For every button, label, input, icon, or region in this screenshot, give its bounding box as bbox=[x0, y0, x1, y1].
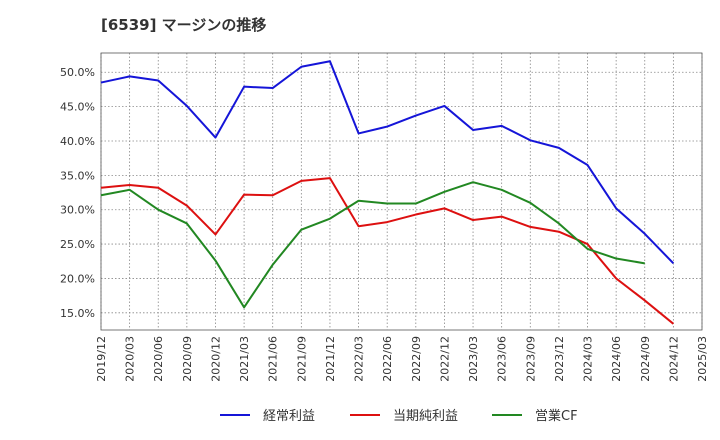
x-tick-label: 2024/03 bbox=[582, 336, 595, 382]
x-tick-label: 2025/03 bbox=[696, 336, 709, 382]
x-tick-label: 2020/09 bbox=[181, 336, 194, 382]
x-axis: 2019/12 2020/03 2020/06 2020/09 2020/12 2021/… bbox=[95, 336, 709, 382]
y-tick-label: 20.0% bbox=[60, 272, 95, 285]
legend-label: 経常利益 bbox=[263, 409, 315, 424]
series-lines bbox=[100, 60, 675, 325]
x-tick-label: 2021/12 bbox=[324, 336, 337, 382]
series-line bbox=[100, 60, 675, 265]
x-tick-label: 2021/03 bbox=[238, 336, 251, 382]
x-tick-label: 2021/09 bbox=[295, 336, 308, 382]
x-tick-label: 2023/06 bbox=[496, 336, 509, 382]
chart-title: [6539] マージンの推移 bbox=[101, 16, 267, 34]
y-tick-label: 30.0% bbox=[60, 204, 95, 217]
x-tick-label: 2023/12 bbox=[553, 336, 566, 382]
y-tick-label: 45.0% bbox=[60, 101, 95, 114]
x-tick-label: 2024/12 bbox=[667, 336, 680, 382]
legend-label: 営業CF bbox=[535, 408, 578, 424]
plot-frame bbox=[100, 52, 703, 331]
y-tick-label: 25.0% bbox=[60, 238, 95, 251]
y-axis: 15.0% 20.0% 25.0% 30.0% 35.0% 40.0% 45.0% 50.0% bbox=[60, 66, 95, 320]
x-tick-label: 2019/12 bbox=[95, 336, 108, 382]
y-tick-label: 50.0% bbox=[60, 66, 95, 79]
x-tick-label: 2023/03 bbox=[467, 336, 480, 382]
x-tick-label: 2022/06 bbox=[381, 336, 394, 382]
x-tick-label: 2023/09 bbox=[524, 336, 537, 382]
x-tick-label: 2022/12 bbox=[438, 336, 451, 382]
x-tick-label: 2024/06 bbox=[610, 336, 623, 382]
x-tick-label: 2022/03 bbox=[353, 336, 366, 382]
y-tick-label: 15.0% bbox=[60, 307, 95, 320]
x-tick-label: 2020/06 bbox=[152, 336, 165, 382]
legend: 経常利益 当期純利益 営業CF bbox=[220, 408, 578, 424]
x-tick-label: 2020/03 bbox=[124, 336, 137, 382]
x-tick-label: 2024/09 bbox=[639, 336, 652, 382]
x-tick-label: 2020/12 bbox=[209, 336, 222, 382]
grid-lines bbox=[100, 52, 703, 331]
y-tick-label: 40.0% bbox=[60, 135, 95, 148]
y-tick-label: 35.0% bbox=[60, 169, 95, 182]
legend-label: 当期純利益 bbox=[393, 409, 458, 424]
x-tick-label: 2021/06 bbox=[267, 336, 280, 382]
x-tick-label: 2022/09 bbox=[410, 336, 423, 382]
series-line bbox=[100, 181, 645, 309]
